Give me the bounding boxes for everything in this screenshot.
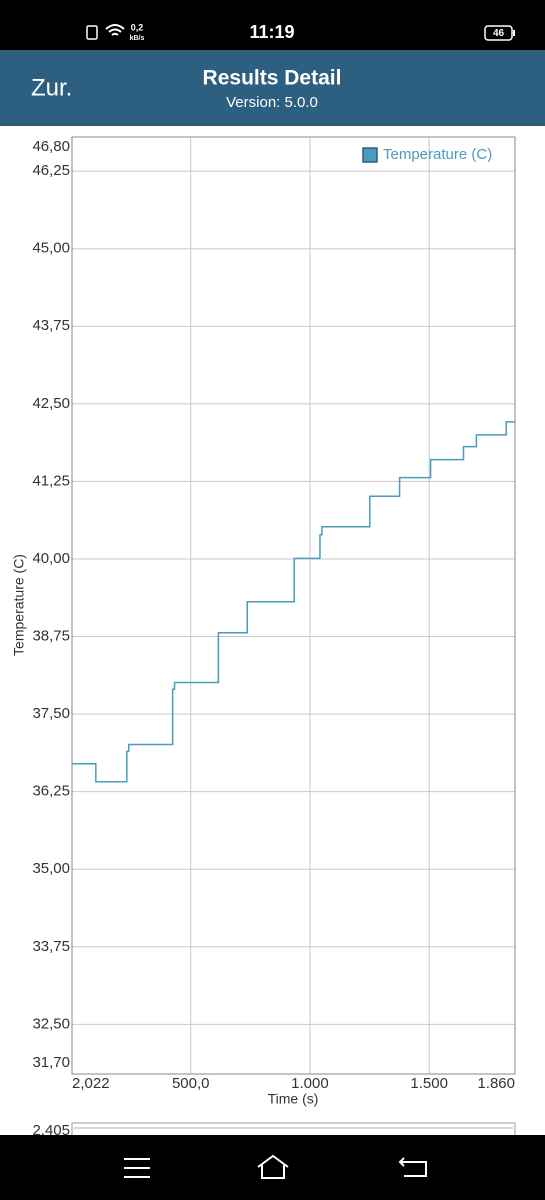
- y-tick-label: 45,00: [32, 240, 70, 257]
- y-tick-label: 41,25: [32, 472, 70, 489]
- y-tick-label: 37,50: [32, 705, 70, 722]
- next-chart-tick: 2,405: [32, 1122, 70, 1139]
- x-tick-label: 2,022: [72, 1075, 110, 1092]
- y-tick-label: 38,75: [32, 627, 70, 644]
- y-tick-label: 42,50: [32, 395, 70, 412]
- y-tick-label: 43,75: [32, 317, 70, 334]
- y-tick-label: 36,25: [32, 783, 70, 800]
- y-tick-label: 40,00: [32, 550, 70, 567]
- network-speed: 0,2: [131, 22, 144, 32]
- menu-button[interactable]: [124, 1158, 150, 1178]
- x-tick-label: 500,0: [172, 1075, 210, 1092]
- plot-border: [71, 136, 516, 1075]
- nav-bar: [0, 1135, 545, 1200]
- chart: Temperature (C) Time (s) 31,70 32,50 33,75…: [11, 136, 516, 1107]
- wifi-icon: [105, 24, 125, 36]
- x-axis-label: Time (s): [268, 1091, 319, 1107]
- plot-background: [72, 137, 515, 1074]
- data-line: [72, 421, 515, 783]
- legend-swatch: [362, 147, 378, 163]
- legend-label: Temperature (C): [383, 146, 492, 163]
- y-tick-label: 46,25: [32, 162, 70, 179]
- y-tick-label: 35,00: [32, 860, 70, 877]
- x-tick-label: 1.000: [291, 1075, 329, 1092]
- y-tick-label: 46,80: [32, 138, 70, 155]
- app-header: [0, 50, 545, 126]
- back-button[interactable]: Zur.: [31, 74, 72, 101]
- header-subtitle: Version: 5.0.0: [226, 94, 318, 111]
- back-nav-button[interactable]: [398, 1157, 427, 1177]
- battery-icon: [484, 25, 513, 41]
- status-bar: [0, 0, 545, 50]
- y-tick-label: 32,50: [32, 1015, 70, 1032]
- x-tick-label: 1.500: [410, 1075, 448, 1092]
- header-title: Results Detail: [203, 67, 342, 90]
- battery-tip: [513, 30, 515, 36]
- sim-icon: [86, 25, 98, 40]
- battery-level: 46: [493, 28, 505, 39]
- x-tick-label: 1.860: [477, 1075, 515, 1092]
- clock: 11:19: [249, 22, 294, 42]
- y-axis-label: Temperature (C): [11, 554, 27, 656]
- speed-unit: kB/s: [130, 35, 145, 42]
- y-tick-label: 31,70: [32, 1054, 70, 1071]
- y-tick-label: 33,75: [32, 938, 70, 955]
- home-button[interactable]: [257, 1154, 289, 1179]
